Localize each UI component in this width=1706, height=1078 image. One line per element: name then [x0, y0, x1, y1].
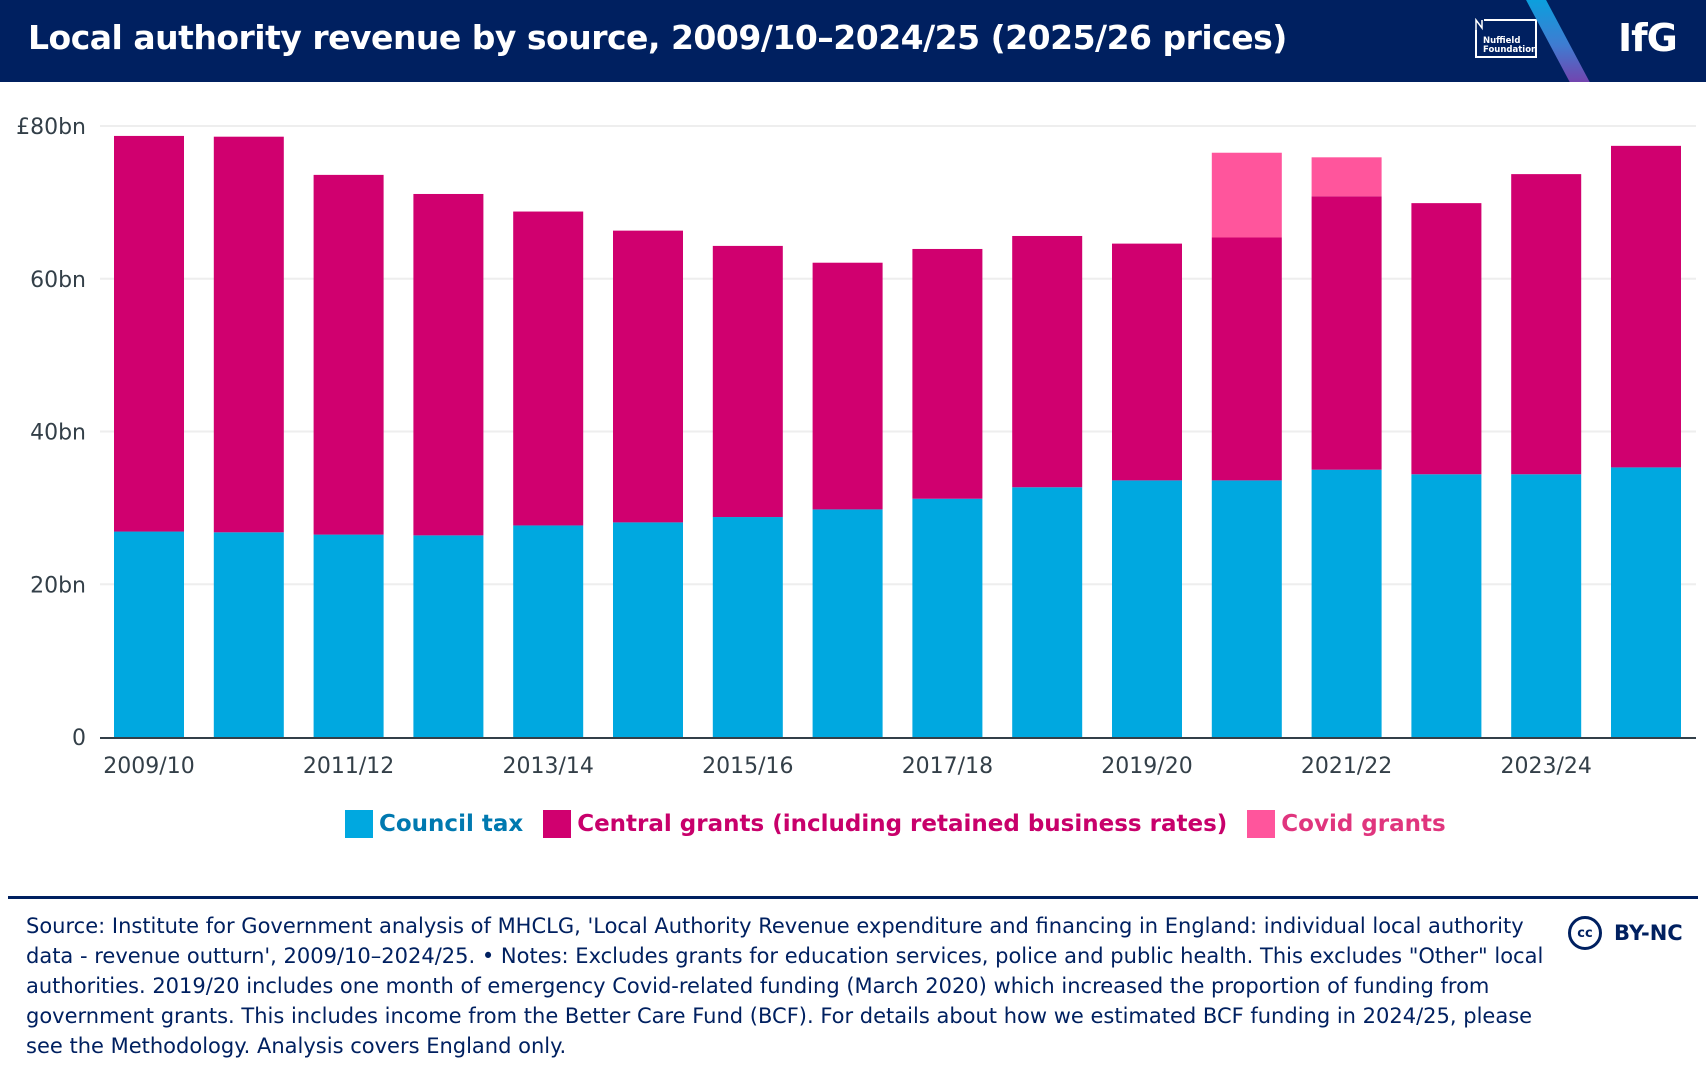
bar-council-tax: [712, 517, 783, 737]
bar-central-grants: [513, 211, 584, 526]
nuffield-line-2: Foundation: [1483, 45, 1538, 55]
chart-title: Local authority revenue by source, 2009/…: [28, 18, 1287, 57]
bar-council-tax: [413, 535, 484, 737]
x-tick-label: 2013/14: [502, 754, 593, 779]
stacked-bar-chart: 0 20bn 40bn 60bn £80bn 2009/10 2011/12 2013/14 2…: [16, 115, 1696, 779]
legend-label: Council tax: [379, 811, 524, 837]
bar-central-grants: [313, 174, 384, 535]
chart-header: Local authority revenue by source, 2009/…: [0, 0, 1706, 82]
bar-central-grants: [613, 230, 683, 523]
nuffield-line-1: Nuffield: [1483, 36, 1521, 46]
bar-council-tax: [912, 498, 983, 737]
bar-central-grants: [912, 248, 983, 499]
y-tick-label: 0: [72, 726, 86, 751]
x-tick-label: 2017/18: [902, 754, 993, 779]
bar-central-grants: [114, 135, 184, 532]
y-tick-label: £80bn: [16, 115, 86, 140]
bar-council-tax: [313, 534, 384, 737]
bar-council-tax: [812, 509, 883, 737]
license-badge: cc BY-NC: [1568, 916, 1683, 950]
y-tick-label: 60bn: [30, 268, 86, 293]
bar-central-grants: [1511, 174, 1582, 475]
bar-council-tax: [613, 522, 683, 737]
bar-central-grants: [213, 136, 284, 533]
nuffield-foundation-text: Nuffield Foundation: [1483, 37, 1537, 55]
bar-council-tax: [513, 525, 584, 737]
bar-council-tax: [1112, 480, 1182, 737]
bar-central-grants: [413, 193, 484, 536]
legend-item: Council tax: [345, 810, 523, 838]
bars: [114, 135, 1681, 737]
legend-swatch: [543, 810, 572, 838]
bar-central-grants: [1411, 203, 1482, 475]
legend-label: Covid grants: [1281, 811, 1446, 837]
legend: Council tax Central grants (including ret…: [345, 810, 1466, 838]
x-tick-label: 2019/20: [1101, 754, 1192, 779]
bar-central-grants: [1211, 237, 1282, 481]
legend-label: Central grants (including retained busin…: [577, 811, 1228, 837]
bar-central-grants: [1112, 243, 1182, 481]
x-tick-label: 2011/12: [303, 754, 394, 779]
x-tick-label: 2009/10: [103, 754, 194, 779]
bar-central-grants: [1012, 235, 1083, 488]
bar-central-grants: [712, 245, 783, 518]
legend-swatch: [345, 810, 373, 838]
bar-central-grants: [1611, 145, 1681, 468]
ifg-logo: IfG: [1618, 16, 1678, 60]
bar-council-tax: [1411, 474, 1482, 737]
bar-council-tax: [1511, 474, 1582, 737]
footer-divider: [8, 896, 1698, 899]
y-tick-label: 40bn: [30, 421, 86, 446]
x-tick-label: 2015/16: [702, 754, 793, 779]
bar-council-tax: [1611, 467, 1681, 737]
bar-central-grants: [1311, 196, 1382, 470]
x-tick-label: 2021/22: [1301, 754, 1392, 779]
bar-covid-grants: [1311, 157, 1382, 197]
bar-council-tax: [1211, 480, 1282, 737]
bar-council-tax: [213, 532, 284, 737]
license-text: BY-NC: [1614, 921, 1683, 945]
y-tick-label: 20bn: [30, 573, 86, 598]
bar-council-tax: [114, 531, 184, 737]
source-notes: Source: Institute for Government analysi…: [26, 914, 1544, 1058]
bar-council-tax: [1311, 469, 1382, 737]
legend-item: Covid grants: [1247, 810, 1446, 838]
bar-council-tax: [1012, 487, 1083, 737]
x-tick-label: 2023/24: [1500, 754, 1591, 779]
axes: 0 20bn 40bn 60bn £80bn 2009/10 2011/12 2013/14 2…: [16, 115, 1696, 779]
legend-item: Central grants (including retained busin…: [543, 810, 1227, 838]
cc-icon: cc: [1568, 916, 1602, 950]
bar-covid-grants: [1211, 152, 1282, 238]
nuffield-foundation-logo: [1474, 17, 1538, 59]
legend-swatch: [1247, 810, 1276, 838]
bar-central-grants: [812, 262, 883, 510]
